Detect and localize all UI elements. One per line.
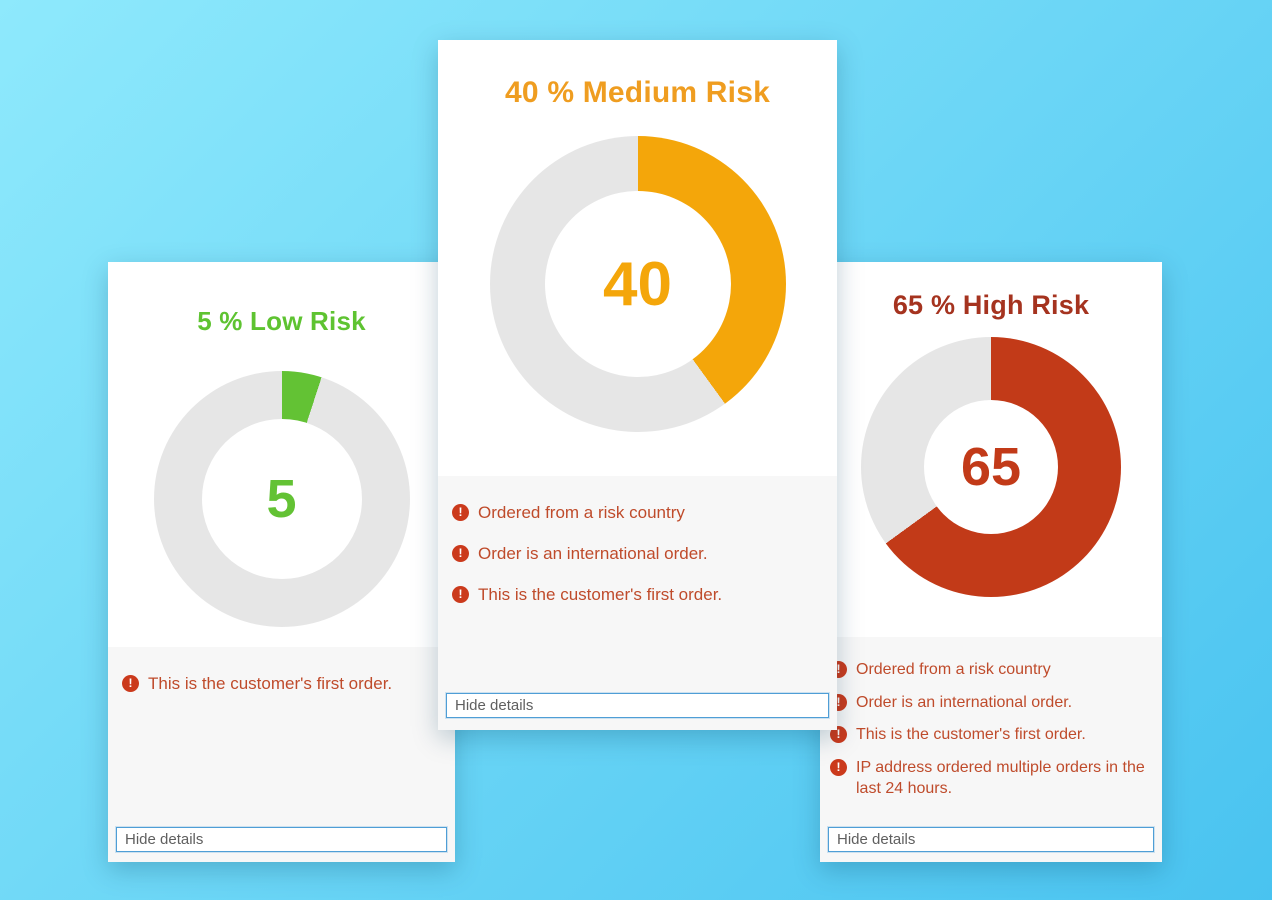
- warning-text: This is the customer's first order.: [478, 584, 723, 604]
- warning-item: ! Order is an international order.: [830, 692, 1152, 714]
- risk-card-title: 5 % Low Risk: [197, 306, 366, 336]
- warning-item: ! Ordered from a risk country: [830, 659, 1152, 681]
- risk-card-low: 5 % Low Risk 5 ! This is the customer's …: [108, 262, 455, 862]
- hide-details-button[interactable]: Hide details: [446, 693, 829, 718]
- hide-details-button[interactable]: Hide details: [116, 827, 447, 852]
- warning-text: Ordered from a risk country: [856, 661, 1051, 678]
- warning-item: ! Ordered from a risk country: [452, 502, 825, 525]
- warning-item: ! Order is an international order.: [452, 543, 825, 566]
- donut-chart: 65: [861, 337, 1121, 597]
- hide-details-button[interactable]: Hide details: [828, 827, 1154, 852]
- warning-item: ! This is the customer's first order.: [122, 673, 443, 696]
- donut-chart: 40: [489, 136, 786, 432]
- risk-details-panel: ! Ordered from a risk country ! Order is…: [438, 476, 837, 730]
- exclamation-icon: !: [452, 544, 469, 562]
- warning-text: Order is an international order.: [856, 693, 1073, 711]
- risk-score-value: 65: [960, 437, 1022, 497]
- exclamation-icon: !: [830, 726, 847, 744]
- warning-text: This is the customer's first order.: [856, 726, 1086, 744]
- risk-card-high: 65 % High Risk 65 ! Ordered from a risk …: [820, 262, 1162, 862]
- exclamation-icon: !: [452, 504, 469, 521]
- risk-card-title: 65 % High Risk: [892, 290, 1090, 320]
- donut-hole: 65: [924, 400, 1058, 534]
- warning-item: ! This is the customer's first order.: [830, 724, 1152, 746]
- warning-item: ! This is the customer's first order.: [452, 584, 825, 607]
- warning-text: IP address ordered multiple orders in th…: [856, 758, 1145, 798]
- donut-hole: 5: [201, 419, 362, 579]
- exclamation-icon: !: [830, 758, 847, 776]
- risk-card-title: 40 % Medium Risk: [505, 76, 770, 109]
- exclamation-icon: !: [122, 675, 139, 692]
- warning-text: This is the customer's first order.: [148, 674, 393, 693]
- exclamation-icon: !: [452, 585, 469, 603]
- warning-text: Order is an international order.: [478, 543, 708, 563]
- warning-list: ! Ordered from a risk country ! Order is…: [820, 637, 1162, 815]
- risk-score-value: 40: [603, 249, 672, 319]
- warning-list: ! This is the customer's first order.: [108, 647, 455, 720]
- risk-details-panel: ! Ordered from a risk country ! Order is…: [820, 637, 1162, 862]
- warning-list: ! Ordered from a risk country ! Order is…: [438, 476, 837, 631]
- risk-card-medium: 40 % Medium Risk 40 ! Ordered from a ris…: [438, 40, 837, 730]
- donut-chart: 5: [153, 371, 410, 627]
- donut-hole: 40: [544, 191, 731, 377]
- risk-details-panel: ! This is the customer's first order. Hi…: [108, 647, 455, 862]
- risk-score-value: 5: [266, 469, 297, 529]
- warning-item: ! IP address ordered multiple orders in …: [830, 757, 1152, 800]
- warning-text: Ordered from a risk country: [478, 503, 685, 522]
